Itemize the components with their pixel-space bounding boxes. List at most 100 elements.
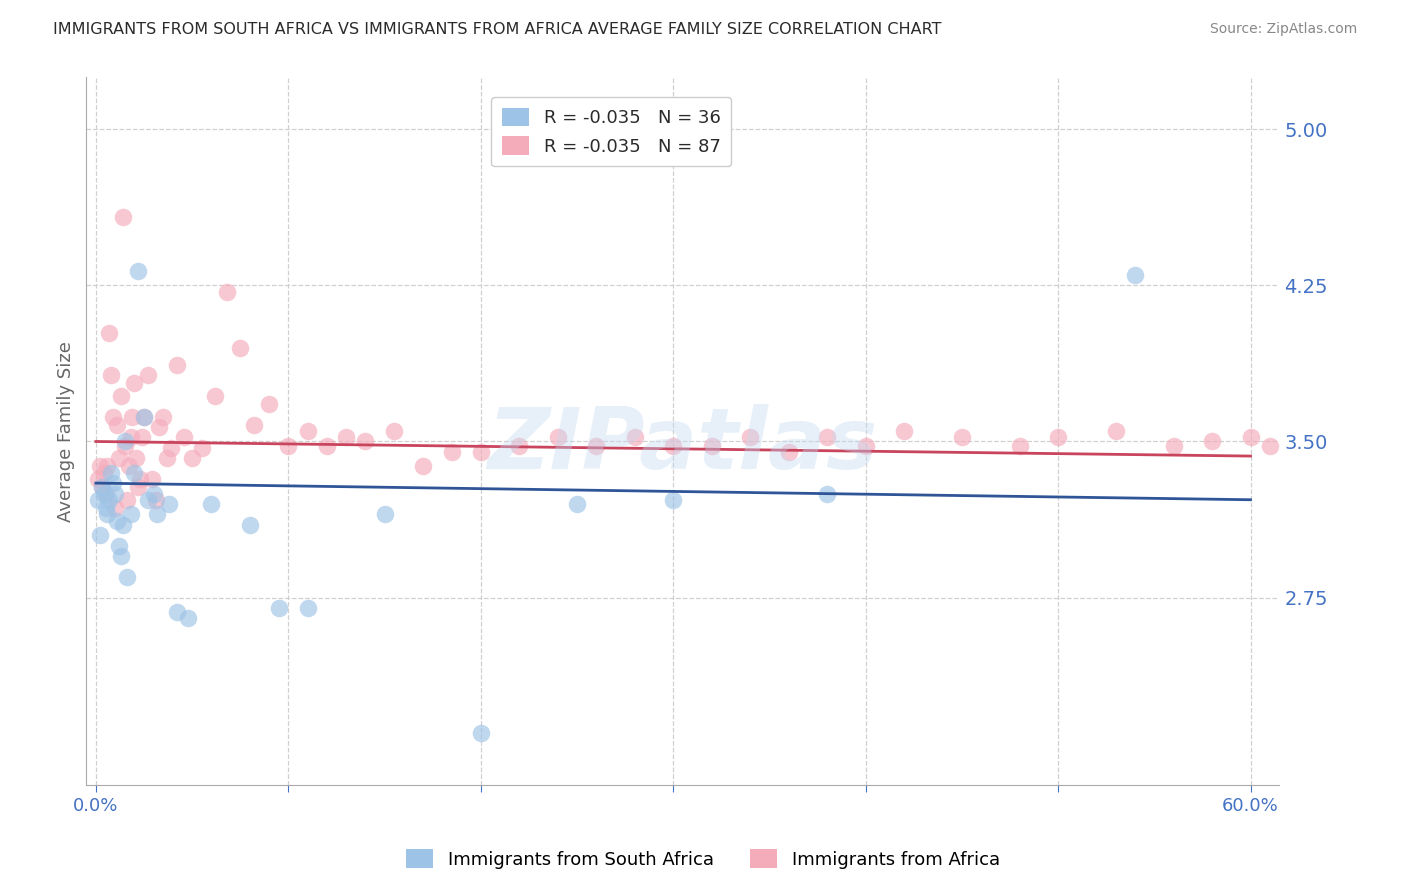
Point bbox=[136, 492, 159, 507]
Point bbox=[87, 472, 110, 486]
Point bbox=[950, 430, 973, 444]
Point bbox=[662, 492, 685, 507]
Point bbox=[89, 528, 111, 542]
Point bbox=[1367, 434, 1389, 449]
Point bbox=[98, 326, 121, 341]
Point bbox=[1008, 439, 1031, 453]
Point bbox=[215, 285, 238, 299]
Point bbox=[229, 341, 252, 355]
Point bbox=[100, 466, 122, 480]
Point bbox=[105, 514, 128, 528]
Point bbox=[267, 601, 290, 615]
Point bbox=[156, 451, 179, 466]
Point bbox=[893, 424, 915, 438]
Point bbox=[120, 430, 142, 444]
Point bbox=[129, 472, 152, 486]
Point bbox=[166, 358, 188, 372]
Point bbox=[1378, 434, 1400, 449]
Point bbox=[1389, 434, 1406, 449]
Point bbox=[115, 570, 138, 584]
Point bbox=[100, 368, 122, 382]
Point bbox=[121, 409, 143, 424]
Point bbox=[181, 451, 204, 466]
Point bbox=[1316, 430, 1339, 444]
Point bbox=[190, 441, 212, 455]
Point bbox=[125, 451, 148, 466]
Point bbox=[104, 486, 127, 500]
Point bbox=[242, 417, 264, 432]
Point bbox=[354, 434, 377, 449]
Point bbox=[157, 497, 180, 511]
Point bbox=[127, 264, 149, 278]
Point bbox=[93, 466, 115, 480]
Point bbox=[94, 501, 117, 516]
Point bbox=[103, 476, 125, 491]
Point bbox=[94, 486, 117, 500]
Point bbox=[1258, 439, 1281, 453]
Point bbox=[1362, 434, 1385, 449]
Point bbox=[1163, 439, 1185, 453]
Point bbox=[108, 539, 131, 553]
Point bbox=[136, 368, 159, 382]
Point bbox=[87, 492, 110, 507]
Point bbox=[1374, 434, 1396, 449]
Point bbox=[127, 480, 149, 494]
Point bbox=[1105, 424, 1128, 438]
Point bbox=[815, 486, 838, 500]
Point bbox=[1123, 268, 1146, 282]
Point bbox=[1331, 434, 1354, 449]
Point bbox=[110, 389, 132, 403]
Point bbox=[110, 549, 132, 563]
Point bbox=[200, 497, 222, 511]
Point bbox=[89, 459, 111, 474]
Point bbox=[1398, 434, 1406, 449]
Point bbox=[141, 472, 163, 486]
Point bbox=[152, 409, 174, 424]
Point bbox=[204, 389, 226, 403]
Text: ZIPatlas: ZIPatlas bbox=[488, 404, 877, 487]
Point bbox=[1201, 434, 1223, 449]
Point bbox=[277, 439, 299, 453]
Point bbox=[145, 492, 167, 507]
Point bbox=[166, 605, 188, 619]
Point bbox=[96, 459, 118, 474]
Point bbox=[1351, 434, 1374, 449]
Point bbox=[1369, 434, 1392, 449]
Text: Source: ZipAtlas.com: Source: ZipAtlas.com bbox=[1209, 22, 1357, 37]
Point bbox=[90, 480, 112, 494]
Point bbox=[508, 439, 530, 453]
Point bbox=[1047, 430, 1070, 444]
Point bbox=[440, 445, 463, 459]
Point bbox=[1296, 439, 1319, 453]
Point bbox=[104, 501, 127, 516]
Legend: Immigrants from South Africa, Immigrants from Africa: Immigrants from South Africa, Immigrants… bbox=[399, 842, 1007, 876]
Point bbox=[120, 508, 142, 522]
Point bbox=[565, 497, 588, 511]
Point bbox=[93, 486, 115, 500]
Point bbox=[382, 424, 405, 438]
Point bbox=[115, 492, 138, 507]
Point bbox=[1393, 434, 1406, 449]
Point bbox=[177, 611, 200, 625]
Point bbox=[1355, 434, 1378, 449]
Point bbox=[335, 430, 357, 444]
Point bbox=[98, 492, 121, 507]
Point bbox=[96, 508, 118, 522]
Point bbox=[1358, 434, 1381, 449]
Point bbox=[855, 439, 877, 453]
Point bbox=[131, 430, 153, 444]
Point bbox=[1384, 434, 1406, 449]
Point bbox=[132, 409, 155, 424]
Point bbox=[547, 430, 569, 444]
Point bbox=[111, 517, 134, 532]
Point bbox=[740, 430, 762, 444]
Point bbox=[257, 397, 280, 411]
Point bbox=[778, 445, 800, 459]
Point bbox=[470, 445, 492, 459]
Point bbox=[105, 417, 128, 432]
Point bbox=[173, 430, 195, 444]
Point bbox=[114, 439, 136, 453]
Y-axis label: Average Family Size: Average Family Size bbox=[58, 341, 75, 522]
Legend: R = -0.035   N = 36, R = -0.035   N = 87: R = -0.035 N = 36, R = -0.035 N = 87 bbox=[491, 97, 731, 167]
Point bbox=[146, 508, 169, 522]
